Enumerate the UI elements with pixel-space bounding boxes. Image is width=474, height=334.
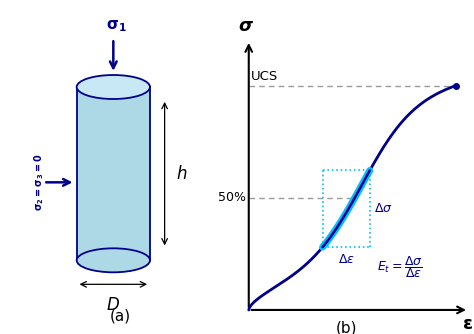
Polygon shape xyxy=(77,87,150,260)
Text: D: D xyxy=(107,296,120,314)
Text: $\boldsymbol{\sigma}$: $\boldsymbol{\sigma}$ xyxy=(238,17,254,35)
Text: (a): (a) xyxy=(109,309,130,324)
Ellipse shape xyxy=(77,248,150,272)
Text: $\boldsymbol{\varepsilon}$: $\boldsymbol{\varepsilon}$ xyxy=(462,315,473,333)
Ellipse shape xyxy=(77,75,150,99)
Text: $\mathbf{\sigma_2=\sigma_3=0}$: $\mathbf{\sigma_2=\sigma_3=0}$ xyxy=(32,154,46,211)
Text: $\mathit{\Delta\varepsilon}$: $\mathit{\Delta\varepsilon}$ xyxy=(338,253,355,266)
Text: h: h xyxy=(177,165,187,183)
Text: (b): (b) xyxy=(335,321,357,334)
Text: $E_t = \dfrac{\Delta\sigma}{\Delta\varepsilon}$: $E_t = \dfrac{\Delta\sigma}{\Delta\varep… xyxy=(377,254,422,280)
Text: UCS: UCS xyxy=(251,70,279,83)
Text: $\mathit{\Delta\sigma}$: $\mathit{\Delta\sigma}$ xyxy=(374,202,392,215)
Text: 50%: 50% xyxy=(218,191,246,204)
Text: $\mathbf{\sigma_1}$: $\mathbf{\sigma_1}$ xyxy=(106,18,127,34)
